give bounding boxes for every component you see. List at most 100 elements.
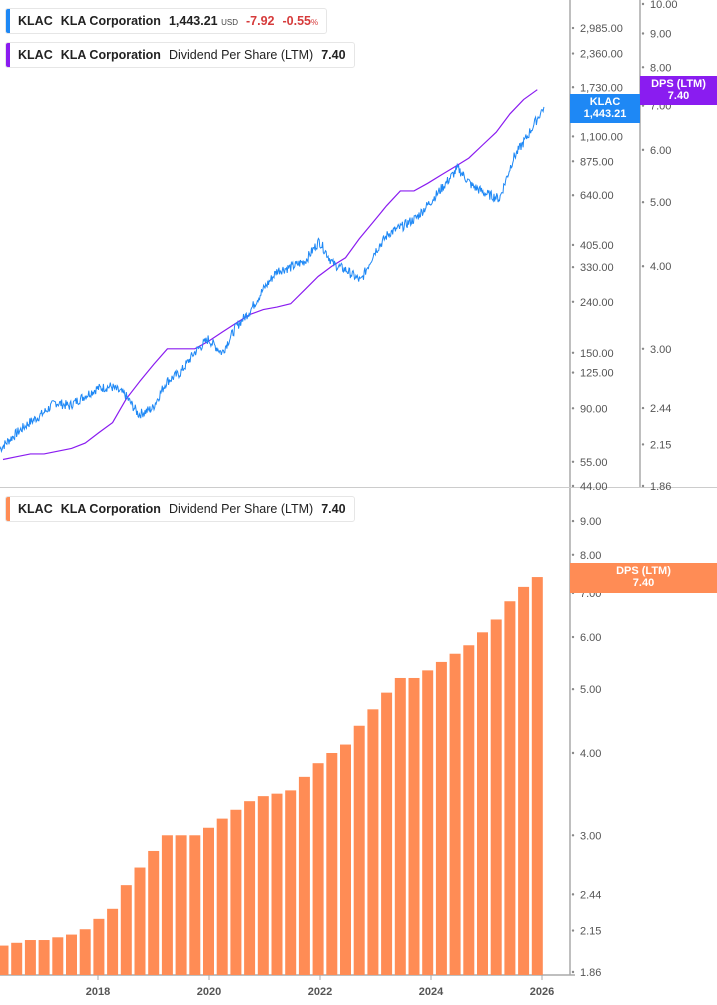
dps-line — [2, 89, 538, 461]
dps-bar — [93, 918, 105, 975]
tick-mark — [571, 135, 575, 138]
price-last-tag: KLAC 1,443.21 — [570, 94, 640, 123]
dps-bar — [52, 937, 64, 975]
price-tick-label: 330.00 — [580, 262, 614, 274]
tick-mark — [571, 407, 575, 410]
dps-last-tag: DPS (LTM) 7.40 — [640, 76, 717, 105]
tick-mark — [571, 834, 575, 837]
dps-bar — [285, 790, 297, 975]
dps-tick-label: 6.00 — [650, 145, 671, 157]
dps-bar — [148, 850, 160, 975]
dps-bar — [11, 942, 23, 975]
tick-mark — [641, 347, 645, 351]
tick-mark — [571, 484, 575, 488]
tick-mark — [571, 893, 575, 896]
tick-mark — [571, 300, 575, 303]
dps-bar — [367, 709, 379, 975]
x-tick-label: 2018 — [86, 986, 110, 998]
dps-bar — [38, 940, 50, 975]
price-tick-label: 150.00 — [580, 348, 614, 360]
dps-tick-label: 10.00 — [650, 0, 678, 11]
dps-bottom-last-tag: DPS (LTM) 7.40 — [570, 563, 717, 593]
dps-bar — [394, 677, 406, 975]
dps-bar — [189, 835, 201, 975]
tick-mark — [571, 26, 575, 30]
tick-mark — [571, 265, 575, 269]
dps-bottom-tick-label: 4.00 — [580, 748, 601, 760]
price-tick-label: 640.00 — [580, 190, 614, 202]
tick-mark — [641, 66, 645, 69]
legend-company: KLA Corporation — [60, 48, 161, 62]
dps-bar — [257, 796, 269, 975]
legend-ticker: KLAC — [18, 14, 53, 28]
dps-bar — [422, 670, 434, 975]
dps-bottom-tick-label: 8.00 — [580, 550, 601, 562]
price-tick-label: 405.00 — [580, 240, 614, 252]
legend-change-pct: -0.55% — [282, 14, 319, 28]
price-tick-label: 44.00 — [580, 481, 608, 493]
dps-bar-legend-color — [6, 497, 10, 521]
price-tick-label: 2,985.00 — [580, 23, 623, 35]
dps-bar — [490, 619, 502, 975]
dps-bar — [175, 835, 187, 975]
price-tick-label: 1,100.00 — [580, 131, 623, 143]
tick-mark — [571, 970, 575, 974]
tick-mark — [571, 160, 575, 163]
dps-bar — [79, 929, 91, 975]
price-legend-color — [6, 9, 10, 33]
dps-tick-label: 1.86 — [650, 481, 671, 493]
dps-bar — [463, 645, 475, 975]
price-legend[interactable]: KLAC KLA Corporation 1,443.21 USD -7.92 … — [5, 8, 328, 34]
dps-bar — [203, 827, 214, 975]
dps-bar — [271, 793, 283, 975]
dps-bottom-tick-label: 2.15 — [580, 926, 601, 938]
dps-tick-label: 9.00 — [650, 29, 671, 41]
dps-bar — [504, 601, 516, 975]
tick-mark — [571, 751, 575, 755]
dps-tick-label: 3.00 — [650, 344, 671, 356]
dps-bar — [449, 653, 461, 975]
tick-mark — [571, 194, 575, 197]
dps-bar — [66, 934, 77, 975]
tick-mark — [641, 443, 645, 446]
legend-value: 7.40 — [321, 502, 346, 516]
dps-bar — [107, 908, 119, 975]
tick-mark — [571, 687, 575, 691]
dps-legend-bottom[interactable]: KLAC KLA Corporation Dividend Per Share … — [5, 496, 355, 522]
dps-tick-label: 2.44 — [650, 403, 671, 415]
dps-bottom-tick-label: 2.44 — [580, 889, 601, 901]
dps-bottom-tick-label: 1.86 — [580, 967, 601, 979]
dps-bar — [216, 818, 228, 975]
dps-legend-top[interactable]: KLAC KLA Corporation Dividend Per Share … — [5, 42, 355, 68]
tick-mark — [571, 351, 575, 355]
dps-tick-label: 5.00 — [650, 197, 671, 209]
dps-bar — [381, 692, 393, 975]
dps-bar — [298, 776, 310, 975]
x-tick-label: 2024 — [419, 986, 444, 998]
tick-mark — [571, 635, 575, 639]
dps-bar — [531, 577, 543, 975]
tick-mark — [641, 32, 645, 35]
dps-bar — [312, 763, 324, 975]
price-line — [0, 106, 545, 454]
tick-mark — [571, 243, 575, 247]
dps-bar — [326, 753, 338, 975]
dps-bar — [161, 835, 173, 975]
dps-bar — [340, 744, 351, 975]
tick-mark — [641, 200, 645, 204]
tick-mark — [641, 104, 645, 107]
tick-mark — [641, 484, 645, 488]
dps-bar — [134, 867, 146, 975]
tick-mark — [641, 148, 645, 152]
tick-mark — [571, 519, 575, 523]
dps-bar — [120, 885, 132, 975]
price-tick-label: 125.00 — [580, 368, 614, 380]
legend-company: KLA Corporation — [60, 502, 161, 516]
dps-bar — [244, 801, 256, 975]
x-tick-label: 2020 — [197, 986, 221, 998]
dps-bar — [24, 940, 36, 975]
dps-tick-label: 8.00 — [650, 62, 671, 74]
tick-mark — [641, 265, 645, 268]
x-tick-label: 2022 — [308, 986, 332, 998]
